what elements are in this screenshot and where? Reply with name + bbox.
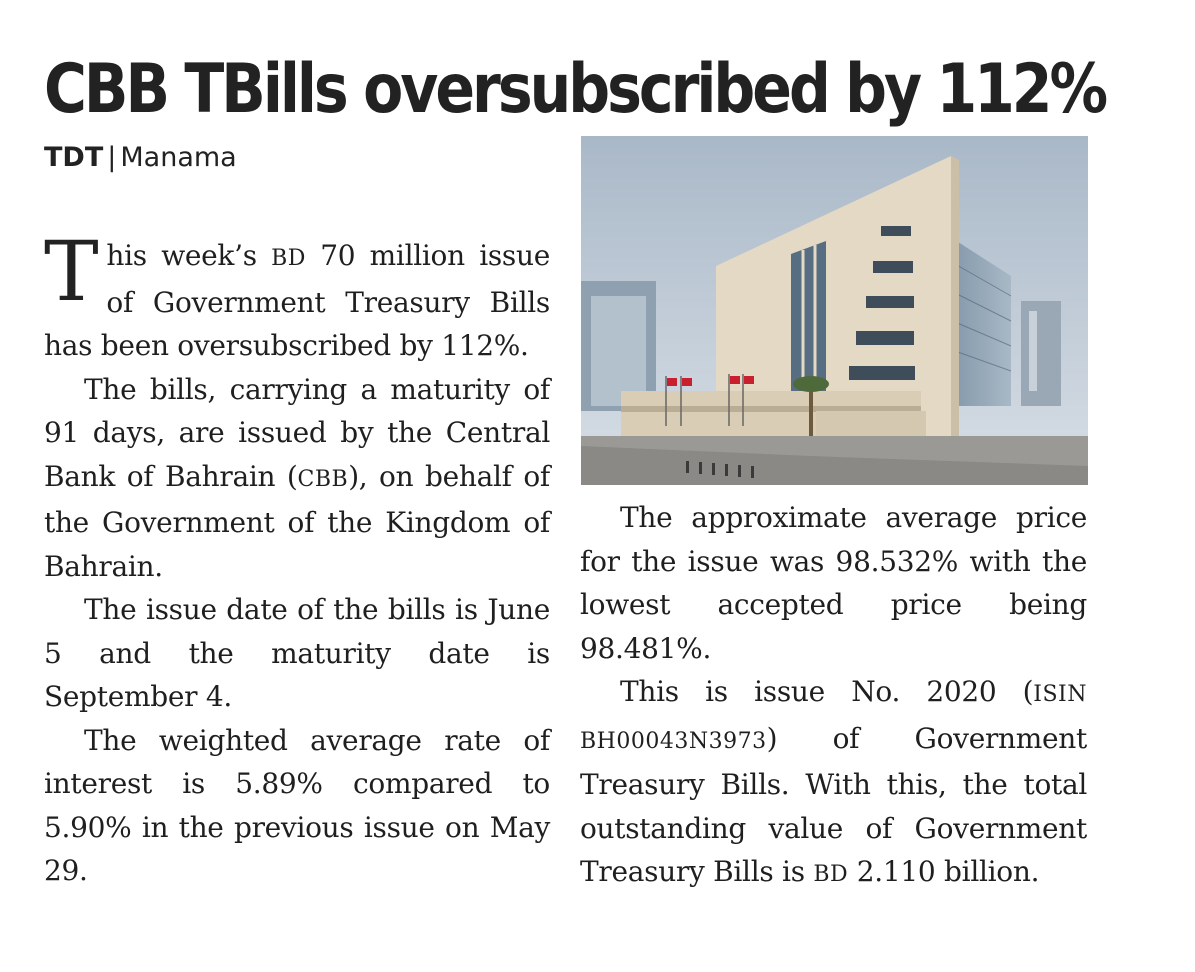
byline: TDT | Manama	[44, 140, 237, 176]
paragraph-1-text-b: 70 million is­sue of Government Treas­ur…	[44, 239, 550, 362]
drop-cap: T	[44, 225, 99, 320]
paragraph-5: The approximate average price for the is…	[580, 501, 1087, 665]
byline-agency: TDT	[44, 142, 104, 173]
paragraph-6-text-b: ) of Govern­ment Treasury Bills. With th…	[580, 721, 1087, 889]
cbb-abbrev: CBB	[297, 466, 349, 492]
paragraph-6-text-c: 2.110 billion.	[848, 855, 1040, 888]
paragraph-2-text-b: ), on behalf of the Government of the Ki…	[44, 459, 550, 583]
building-photo	[581, 136, 1088, 485]
paragraph-2: The bills, carrying a maturi­ty of 91 da…	[44, 368, 550, 589]
byline-location: Manama	[120, 142, 237, 173]
paragraph-4: The weighted average rate of interest is…	[44, 723, 550, 888]
paragraph-6: This is issue No. 2020 (ISIN BH00043N397…	[580, 670, 1087, 897]
building-photo-icon	[581, 136, 1088, 485]
currency-bd: BD	[271, 246, 306, 271]
headline: CBB TBills oversubscribed by 112%	[44, 50, 1108, 129]
paragraph-3: The issue date of the bills is June 5 an…	[44, 593, 550, 713]
article-column-right: The approximate average price for the is…	[580, 496, 1087, 897]
paragraph-1-text-a: his week’s	[106, 239, 272, 272]
paragraph-6-text-a: This is issue No. 2020 (	[620, 675, 1034, 708]
paragraph-2-text-a: The bills, carrying a maturi­ty of 91 da…	[44, 372, 550, 493]
isin-code: ISIN BH00043N3973	[580, 682, 1087, 754]
currency-bd: BD	[813, 862, 849, 887]
byline-separator: |	[107, 142, 117, 173]
